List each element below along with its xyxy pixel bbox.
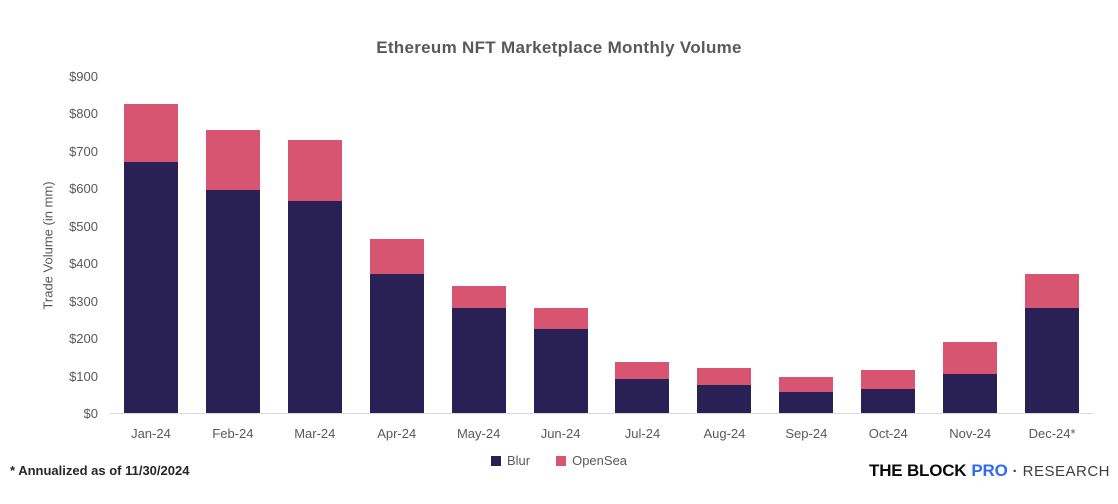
bar-segment-blur — [861, 388, 916, 413]
y-tick-label: $300 — [69, 293, 98, 309]
bar-stack — [779, 377, 834, 413]
bar-segment-blur — [205, 190, 260, 413]
bar-segment-blur — [123, 162, 178, 413]
bar-column — [438, 77, 520, 413]
bar-stack — [861, 369, 916, 413]
bar-segment-blur — [451, 308, 506, 413]
x-axis-labels: Jan-24 Feb-24 Mar-24 Apr-24 May-24 Jun-24 Jul-… — [110, 426, 1093, 441]
x-tick-label: Sep-24 — [785, 426, 828, 441]
bar-stack — [697, 368, 752, 413]
y-tick-label: $700 — [69, 143, 98, 159]
bar-segment-opensea — [451, 285, 506, 309]
bar-segment-blur — [287, 201, 342, 413]
legend-item-blur: Blur — [490, 453, 531, 468]
x-tick-label: Nov-24 — [949, 426, 992, 441]
logo-the-block: THE BLOCK — [869, 461, 967, 480]
legend: Blur OpenSea — [0, 453, 1118, 468]
logo-separator-dot: · — [1012, 463, 1018, 480]
y-tick-label: $500 — [69, 218, 98, 234]
y-tick-label: $900 — [69, 69, 98, 84]
y-tick-label: $600 — [69, 181, 98, 197]
bar-stack — [615, 362, 670, 413]
legend-label: Blur — [506, 453, 531, 468]
x-tick-label: Dec-24* — [1028, 426, 1076, 441]
bar-column — [520, 77, 602, 413]
bar-column — [847, 77, 929, 413]
y-tick-label: $0 — [83, 406, 98, 421]
bar-segment-blur — [615, 379, 670, 413]
y-axis-ticks: $0 $100 $200 $300 $400 $500 $600 $700 $800 $900 — [0, 0, 98, 421]
bar-column — [602, 77, 684, 413]
bar-column — [274, 77, 356, 413]
x-tick-label: Aug-24 — [703, 426, 746, 441]
bar-segment-blur — [779, 392, 834, 413]
the-block-pro-research-logo: THE BLOCK PRO · RESEARCH — [869, 461, 1110, 481]
bar-column — [110, 77, 192, 413]
bar-column — [683, 77, 765, 413]
y-tick-label: $100 — [69, 368, 98, 384]
x-tick-label: Jun-24 — [540, 426, 581, 441]
x-tick-label: Jul-24 — [624, 426, 661, 441]
bar-segment-blur — [1025, 308, 1080, 413]
bar-segment-opensea — [943, 341, 998, 374]
bar-segment-opensea — [861, 369, 916, 389]
bar-stack — [1025, 274, 1080, 413]
x-tick-label: Mar-24 — [294, 426, 336, 441]
bar-segment-opensea — [779, 377, 834, 393]
legend-swatch-icon — [490, 455, 501, 466]
bar-segment-opensea — [205, 130, 260, 191]
bar-segment-blur — [369, 274, 424, 413]
x-tick-label: Apr-24 — [377, 426, 417, 441]
bar-column — [929, 77, 1011, 413]
y-tick-label: $800 — [69, 106, 98, 122]
bar-segment-opensea — [615, 362, 670, 380]
bar-stack — [943, 341, 998, 413]
bar-stack — [205, 130, 260, 413]
legend-item-opensea: OpenSea — [556, 453, 627, 468]
logo-pro: PRO — [971, 461, 1008, 480]
bar-column — [1011, 77, 1093, 413]
bar-segment-opensea — [1025, 274, 1080, 309]
x-tick-label: May-24 — [456, 426, 501, 441]
bar-segment-blur — [533, 328, 588, 413]
x-tick-label: Feb-24 — [212, 426, 254, 441]
x-tick-label: Jan-24 — [131, 426, 171, 441]
bar-segment-blur — [697, 384, 752, 413]
bar-column — [192, 77, 274, 413]
bar-segment-opensea — [123, 104, 178, 163]
bar-column — [765, 77, 847, 413]
bar-column — [356, 77, 438, 413]
bar-stack — [287, 139, 342, 413]
footnote: * Annualized as of 11/30/2024 — [10, 463, 190, 478]
bar-segment-opensea — [369, 238, 424, 275]
bar-stack — [451, 285, 506, 413]
y-tick-label: $400 — [69, 256, 98, 272]
legend-swatch-icon — [556, 455, 567, 466]
logo-research: RESEARCH — [1022, 463, 1110, 480]
bar-stack — [533, 308, 588, 413]
chart-title: Ethereum NFT Marketplace Monthly Volume — [376, 38, 742, 57]
bar-segment-opensea — [533, 308, 588, 329]
bar-stack — [123, 104, 178, 413]
bar-segment-opensea — [287, 139, 342, 202]
x-tick-label: Oct-24 — [868, 426, 908, 441]
bar-segment-opensea — [697, 368, 752, 385]
bar-segment-blur — [943, 373, 998, 413]
y-tick-label: $200 — [69, 331, 98, 347]
plot-area — [110, 77, 1093, 414]
bar-stack — [369, 238, 424, 413]
legend-label: OpenSea — [572, 453, 628, 468]
